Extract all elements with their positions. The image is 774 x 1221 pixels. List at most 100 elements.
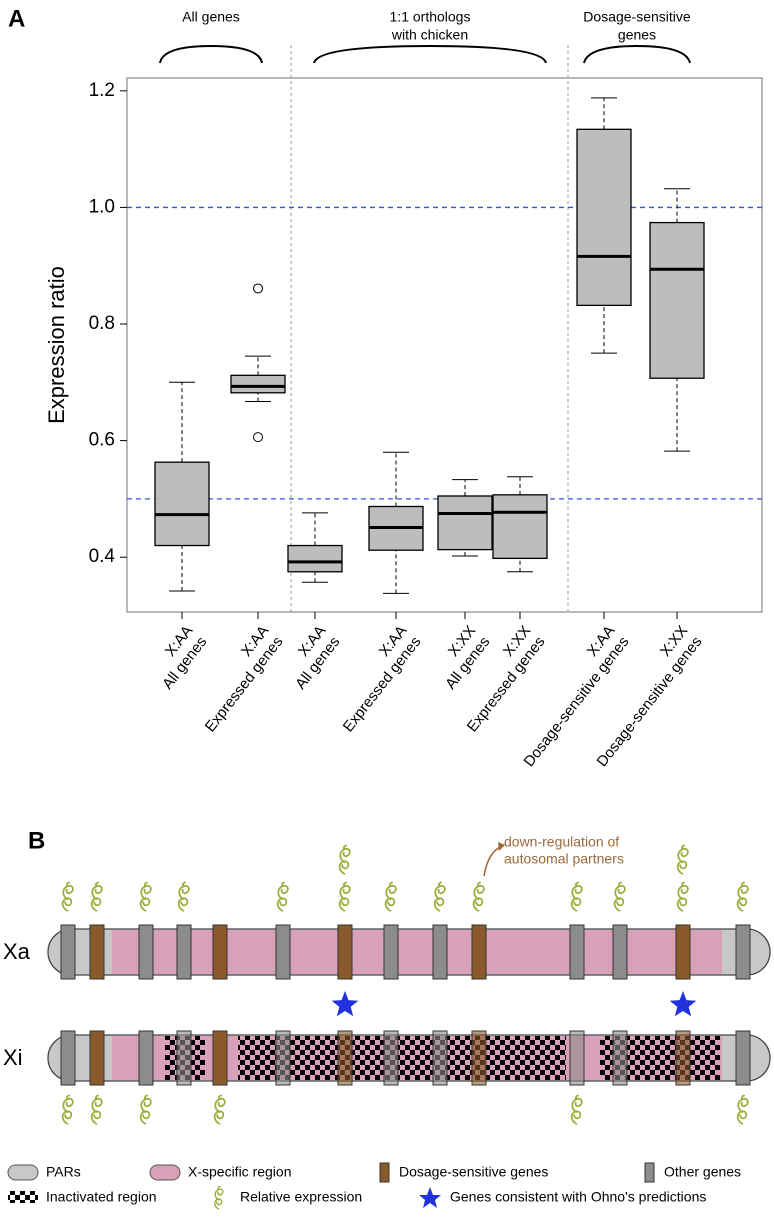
expression-icon	[338, 844, 351, 876]
expression-icon	[676, 881, 689, 913]
annotation: down-regulation of	[504, 834, 619, 850]
expression-icon	[276, 881, 289, 913]
other-gene	[60, 924, 76, 980]
expression-icon	[736, 1094, 749, 1126]
x-specific-region	[112, 930, 722, 974]
dosage-gene	[212, 924, 228, 980]
legend-swatch	[644, 1162, 655, 1183]
other-gene	[383, 1030, 399, 1086]
box	[230, 374, 286, 394]
other-gene	[176, 1030, 192, 1086]
dosage-gene	[675, 1030, 691, 1086]
section-brace	[159, 44, 263, 64]
y-tick-label: 0.6	[89, 430, 115, 451]
outlier	[253, 283, 263, 294]
expression-icon	[90, 1094, 103, 1126]
other-gene	[432, 924, 448, 980]
legend-swatch	[8, 1191, 38, 1203]
expression-icon	[177, 881, 190, 913]
expression-icon	[61, 1094, 74, 1126]
other-gene	[612, 1030, 628, 1086]
other-gene	[432, 1030, 448, 1086]
legend-label: PARs	[46, 1164, 81, 1180]
expression-icon	[472, 881, 485, 913]
expression-icon	[570, 881, 583, 913]
other-gene	[735, 924, 751, 980]
section-brace	[313, 44, 547, 64]
box	[492, 494, 548, 560]
expression-icon	[90, 881, 103, 913]
dosage-gene	[337, 924, 353, 980]
chromosome-diagram	[47, 844, 771, 1126]
expression-icon	[676, 844, 689, 876]
other-gene	[275, 924, 291, 980]
outlier	[253, 432, 263, 443]
other-gene	[176, 924, 192, 980]
legend-label: Other genes	[664, 1164, 741, 1180]
dosage-gene	[471, 924, 487, 980]
dosage-gene	[337, 1030, 353, 1086]
section-header: genes	[618, 27, 656, 43]
section-header: 1:1 orthologs	[390, 9, 471, 25]
box	[287, 544, 343, 573]
expression-icon	[213, 1094, 226, 1126]
expression-icon	[613, 881, 626, 913]
expression-icon	[384, 881, 397, 913]
row-label: Xa	[3, 939, 31, 964]
other-gene	[569, 1030, 585, 1086]
dosage-gene	[89, 1030, 105, 1086]
box	[154, 461, 210, 547]
other-gene	[383, 924, 399, 980]
y-tick-label: 0.8	[89, 313, 115, 334]
panel-label: A	[8, 5, 25, 32]
expression-icon	[570, 1094, 583, 1126]
legend-label: Relative expression	[240, 1189, 362, 1205]
expression-icon	[139, 1094, 152, 1126]
legend-swatch	[214, 1185, 224, 1210]
other-gene	[275, 1030, 291, 1086]
other-gene	[138, 1030, 154, 1086]
legend-label: X-specific region	[188, 1164, 292, 1180]
ohno-star	[669, 991, 697, 1017]
annotation: autosomal partners	[504, 851, 624, 867]
inactivated-region	[238, 1036, 566, 1080]
box	[576, 128, 632, 307]
expression-icon	[433, 881, 446, 913]
y-tick-label: 1.0	[89, 196, 115, 217]
expression-icon	[338, 881, 351, 913]
other-gene	[735, 1030, 751, 1086]
y-axis-label: Expression ratio	[44, 266, 69, 424]
panel-label: B	[28, 827, 45, 854]
expression-icon	[736, 881, 749, 913]
y-tick-label: 0.4	[89, 546, 116, 567]
y-tick-label: 1.2	[89, 80, 115, 101]
expression-icon	[61, 881, 74, 913]
other-gene	[612, 924, 628, 980]
legend-swatch	[419, 1187, 441, 1208]
legend-swatch	[379, 1162, 390, 1183]
other-gene	[60, 1030, 76, 1086]
legend-label: Genes consistent with Ohno's predictions	[450, 1189, 706, 1205]
section-header: Dosage-sensitive	[583, 9, 691, 25]
arrow-head	[498, 842, 505, 851]
dosage-gene	[212, 1030, 228, 1086]
ohno-star	[331, 991, 359, 1017]
legend-swatch	[149, 1164, 181, 1181]
expression-icon	[139, 881, 152, 913]
dosage-gene	[675, 924, 691, 980]
legend-label: Inactivated region	[46, 1189, 157, 1205]
section-header: All genes	[182, 9, 240, 25]
dosage-gene	[471, 1030, 487, 1086]
legend-label: Dosage-sensitive genes	[399, 1164, 548, 1180]
dosage-gene	[89, 924, 105, 980]
section-header: with chicken	[391, 27, 468, 43]
plot-frame	[126, 77, 763, 613]
box	[437, 495, 493, 551]
other-gene	[138, 924, 154, 980]
row-label: Xi	[3, 1045, 23, 1070]
